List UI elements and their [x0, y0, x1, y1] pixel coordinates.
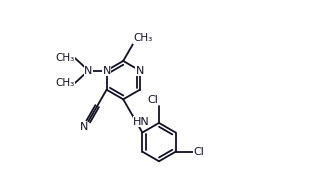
Text: N: N	[84, 66, 93, 76]
Text: N: N	[136, 66, 144, 76]
Text: Cl: Cl	[194, 147, 205, 157]
Text: CH₃: CH₃	[55, 78, 74, 88]
Text: Cl: Cl	[147, 95, 158, 105]
Text: CH₃: CH₃	[55, 53, 74, 63]
Text: HN: HN	[133, 117, 150, 127]
Text: N: N	[79, 122, 88, 132]
Text: N: N	[102, 66, 111, 76]
Text: CH₃: CH₃	[134, 33, 153, 43]
